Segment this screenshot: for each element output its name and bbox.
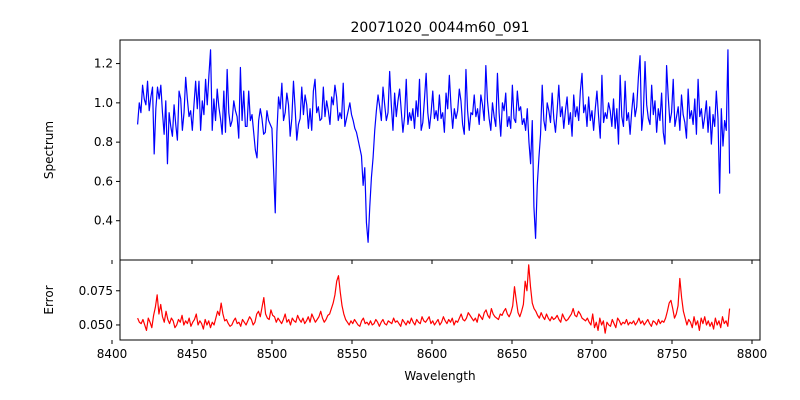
error-x-tick-label: 8750 (657, 347, 688, 361)
error-x-ticks: 8400 8450 8500 8550 8600 8650 8700 8750 8800 (97, 340, 768, 361)
error-y-tick-label: 0.075 (79, 284, 113, 298)
error-x-tick-label: 8450 (177, 347, 208, 361)
spectrum-line (137, 49, 731, 243)
error-x-tick-label: 8800 (737, 347, 768, 361)
spectrum-y-tick-label: 0.6 (94, 174, 113, 188)
error-y-tick-label: 0.050 (79, 318, 113, 332)
spectrum-y-tick-label: 0.4 (94, 214, 113, 228)
spectrum-y-tick-label: 1.2 (94, 57, 113, 71)
error-y-axis-label: Error (42, 285, 56, 314)
spectrum-y-ticks: 0.4 0.6 0.8 1.0 1.2 (94, 57, 120, 228)
error-x-tick-label: 8650 (497, 347, 528, 361)
error-x-tick-label: 8500 (257, 347, 288, 361)
x-axis-label: Wavelength (404, 369, 475, 383)
error-x-tick-label: 8700 (577, 347, 608, 361)
chart-title: 20071020_0044m60_091 (350, 20, 529, 36)
error-line (137, 264, 731, 334)
error-x-tick-label: 8400 (97, 347, 128, 361)
error-axes-frame (119, 259, 761, 341)
error-x-tick-label: 8550 (337, 347, 368, 361)
spectrum-panel: 0.4 0.6 0.8 1.0 1.2 Spectrum (42, 39, 761, 264)
spectrum-axes-frame (119, 39, 761, 261)
spectrum-y-axis-label: Spectrum (42, 121, 56, 179)
error-y-ticks: 0.050 0.075 (79, 284, 120, 332)
spectrum-y-tick-label: 0.8 (94, 135, 113, 149)
spectrum-y-tick-label: 1.0 (94, 96, 113, 110)
spectrum-x-ticks (111, 260, 753, 264)
error-x-tick-label: 8600 (417, 347, 448, 361)
